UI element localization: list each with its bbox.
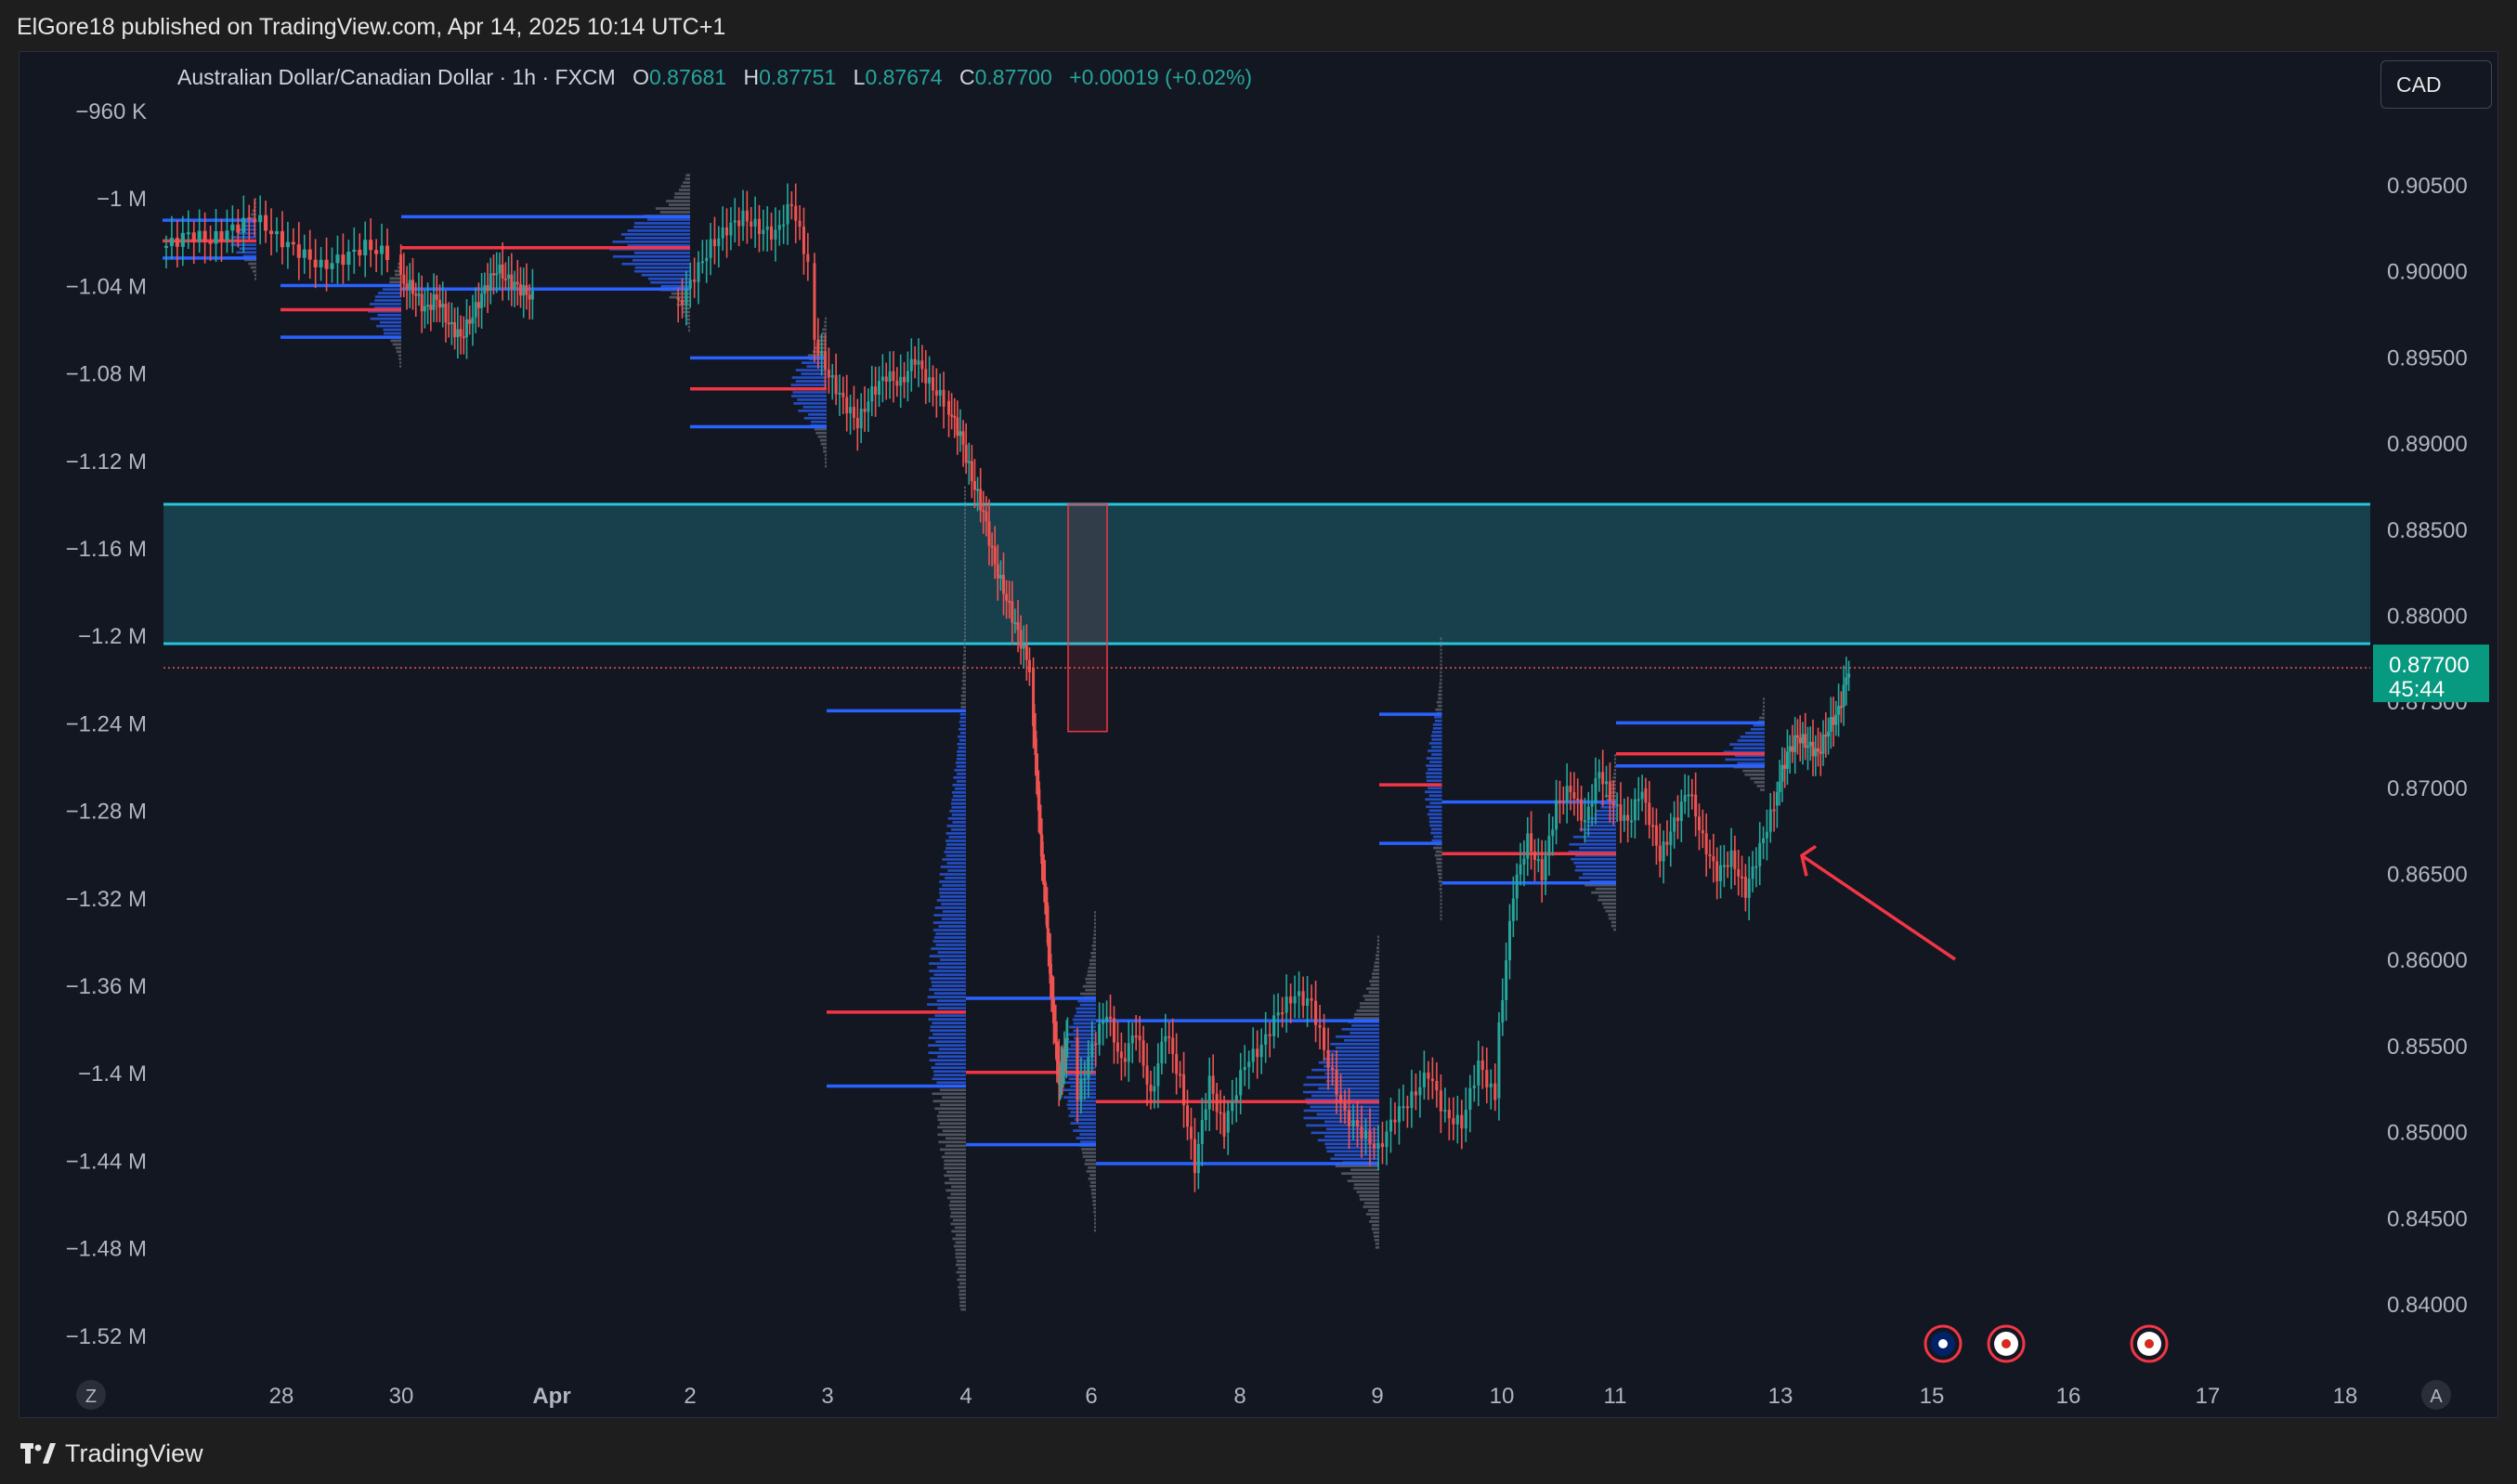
publish-text: ElGore18 published on TradingView.com, A… — [17, 14, 726, 40]
tradingview-logo-icon — [20, 1442, 56, 1464]
symbol-title[interactable]: Australian Dollar/Canadian Dollar · 1h ·… — [177, 65, 616, 89]
brand-label: TradingView — [65, 1439, 203, 1467]
symbol-legend: Australian Dollar/Canadian Dollar · 1h ·… — [177, 65, 1252, 90]
open-value: 0.87681 — [648, 65, 727, 89]
change-value: +0.00019 (+0.02%) — [1069, 65, 1253, 89]
low-value: 0.87674 — [865, 65, 943, 89]
tradingview-brand[interactable]: TradingView — [20, 1439, 203, 1468]
currency-button[interactable]: CAD — [2380, 60, 2492, 109]
close-value: 0.87700 — [974, 65, 1052, 89]
chart-panel[interactable]: Australian Dollar/Canadian Dollar · 1h ·… — [19, 51, 2498, 1418]
high-label: H — [743, 65, 760, 89]
footer: TradingView — [0, 1421, 2517, 1484]
high-value: 0.87751 — [759, 65, 837, 89]
open-label: O — [633, 65, 649, 89]
low-label: L — [853, 65, 866, 89]
publish-header: ElGore18 published on TradingView.com, A… — [0, 0, 2517, 51]
close-label: C — [959, 65, 975, 89]
